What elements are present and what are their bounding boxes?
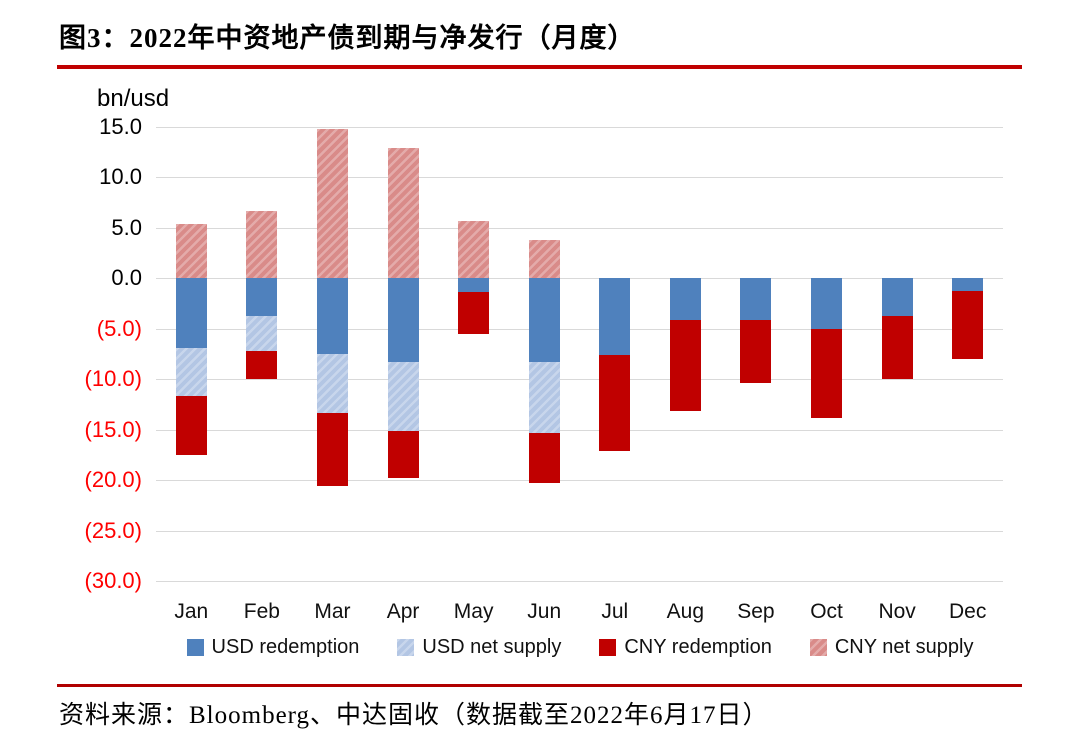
gridline xyxy=(156,127,1003,128)
bar-segment-cny-redemption xyxy=(669,319,701,412)
bar-segment-cny-redemption xyxy=(881,315,913,380)
bar-segment-cny-redemption xyxy=(246,350,278,380)
bar-segment-cny-net-supply xyxy=(316,129,348,279)
gridline xyxy=(156,429,1003,431)
bar-segment-usd-redemption xyxy=(458,278,490,293)
bar-segment-cny-redemption xyxy=(952,291,984,360)
legend-swatch-icon xyxy=(599,639,617,656)
chart-legend: USD redemption USD net supply CNY redempti… xyxy=(140,636,1020,659)
gridline xyxy=(156,177,1003,179)
gridline xyxy=(156,227,1003,229)
gridline xyxy=(156,530,1003,532)
gridline xyxy=(156,379,1003,381)
bar-segment-cny-redemption xyxy=(811,328,843,418)
bar-segment-usd-redemption xyxy=(740,278,772,320)
y-tick-label: 10.0 xyxy=(99,164,142,190)
bar-segment-usd-net-supply xyxy=(175,347,207,397)
y-tick-label: (15.0) xyxy=(84,416,142,442)
bar-segment-cny-redemption xyxy=(599,355,631,451)
chart-title: 图3：2022年中资地产债到期与净发行（月度） xyxy=(59,23,636,53)
bar-segment-usd-net-supply xyxy=(387,362,419,431)
x-tick-label: Sep xyxy=(737,600,775,623)
x-tick-label: Oct xyxy=(810,600,843,623)
bar-segment-cny-redemption xyxy=(458,292,490,334)
bar-segment-cny-net-supply xyxy=(175,223,207,279)
x-tick-label: Aug xyxy=(666,600,705,623)
bar-segment-cny-redemption xyxy=(175,396,207,455)
y-tick-label: (10.0) xyxy=(84,366,142,392)
gridline xyxy=(156,581,1003,582)
legend-item-cny-redemption: CNY redemption xyxy=(599,636,772,659)
bar-segment-cny-redemption xyxy=(528,432,560,484)
y-tick-label: 5.0 xyxy=(111,214,142,240)
bar-segment-usd-redemption xyxy=(952,278,984,292)
x-tick-label: Jul xyxy=(601,600,629,623)
bar-segment-usd-redemption xyxy=(387,278,419,363)
title-divider-rule xyxy=(57,65,1022,69)
bar-segment-usd-net-supply xyxy=(528,362,560,433)
footer-divider-rule xyxy=(57,684,1022,687)
legend-item-cny-net-supply: CNY net supply xyxy=(809,636,974,659)
bar-segment-usd-redemption xyxy=(528,278,560,363)
plot-area xyxy=(156,127,1003,582)
gridline xyxy=(156,278,1003,280)
bar-segment-cny-redemption xyxy=(316,412,348,487)
legend-swatch-icon xyxy=(809,639,827,656)
bar-segment-cny-net-supply xyxy=(458,220,490,279)
bar-segment-usd-net-supply xyxy=(246,315,278,351)
bar-segment-cny-net-supply xyxy=(528,239,560,279)
legend-item-usd-redemption: USD redemption xyxy=(186,636,360,659)
bar-segment-usd-redemption xyxy=(175,278,207,348)
gridline xyxy=(156,328,1003,330)
legend-swatch-icon xyxy=(186,639,204,656)
y-tick-label: (5.0) xyxy=(96,315,142,341)
bar-segment-cny-net-supply xyxy=(246,210,278,279)
x-tick-label: Feb xyxy=(243,600,280,623)
bar-segment-usd-redemption xyxy=(811,278,843,329)
bar-segment-usd-redemption xyxy=(881,278,913,316)
legend-swatch-icon xyxy=(397,639,415,656)
x-tick-label: Jan xyxy=(174,600,209,623)
bar-segment-usd-redemption xyxy=(316,278,348,354)
gridline xyxy=(156,480,1003,482)
x-tick-label: Apr xyxy=(386,600,420,623)
x-tick-label: Dec xyxy=(949,600,987,623)
bar-segment-usd-redemption xyxy=(599,278,631,355)
bar-segment-cny-redemption xyxy=(387,430,419,479)
legend-label: CNY redemption xyxy=(624,636,772,658)
legend-label: USD net supply xyxy=(422,636,562,658)
x-tick-label: Mar xyxy=(314,600,351,623)
legend-label: CNY net supply xyxy=(834,636,974,658)
y-tick-label: (30.0) xyxy=(84,568,142,593)
y-tick-label: (20.0) xyxy=(84,467,142,493)
y-tick-label: (25.0) xyxy=(84,517,142,543)
x-tick-label: Jun xyxy=(527,600,562,623)
legend-label: USD redemption xyxy=(211,636,360,658)
bar-segment-cny-net-supply xyxy=(387,148,419,279)
bar-segment-usd-redemption xyxy=(669,278,701,320)
bar-segment-cny-redemption xyxy=(740,319,772,384)
legend-item-usd-net-supply: USD net supply xyxy=(397,636,561,659)
x-tick-label: May xyxy=(453,600,494,623)
source-note: 资料来源：Bloomberg、中达固收（数据截至2022年6月17日） xyxy=(59,702,769,729)
y-tick-label: 15.0 xyxy=(99,114,142,139)
x-tick-label: Nov xyxy=(878,600,916,623)
bar-segment-usd-net-supply xyxy=(316,354,348,413)
bar-segment-usd-redemption xyxy=(246,278,278,316)
y-tick-label: 0.0 xyxy=(111,265,142,291)
y-axis-unit-label: bn/usd xyxy=(97,85,170,112)
